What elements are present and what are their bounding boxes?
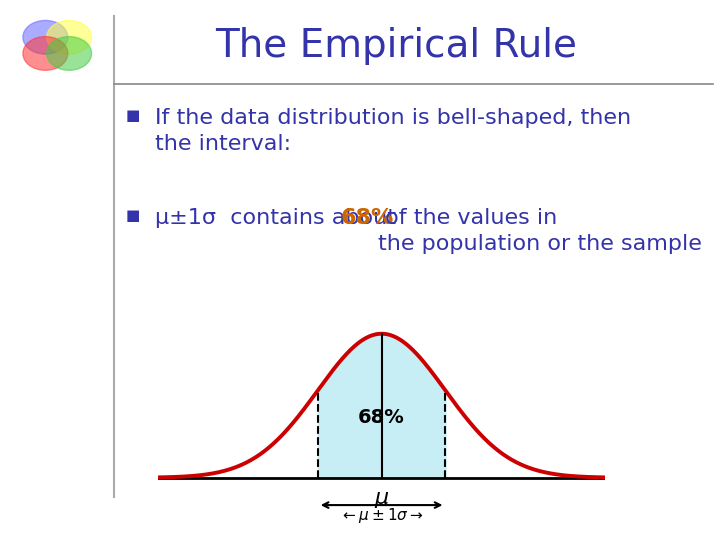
Text: $\leftarrow\mu\pm1\sigma\rightarrow$: $\leftarrow\mu\pm1\sigma\rightarrow$ [340,506,423,525]
Circle shape [47,21,91,54]
Text: ■: ■ [126,208,140,223]
Text: The Empirical Rule: The Empirical Rule [215,27,577,65]
Text: If the data distribution is bell-shaped, then
the interval:: If the data distribution is bell-shaped,… [155,108,631,154]
Circle shape [47,37,91,70]
Text: μ±1σ  contains about: μ±1σ contains about [155,208,403,228]
Text: μ: μ [374,488,389,508]
Text: 68%: 68% [359,408,405,427]
Text: 68%: 68% [341,208,394,228]
Text: of the values in
the population or the sample: of the values in the population or the s… [378,208,702,254]
Text: ■: ■ [126,108,140,123]
Circle shape [23,37,68,70]
Circle shape [23,21,68,54]
